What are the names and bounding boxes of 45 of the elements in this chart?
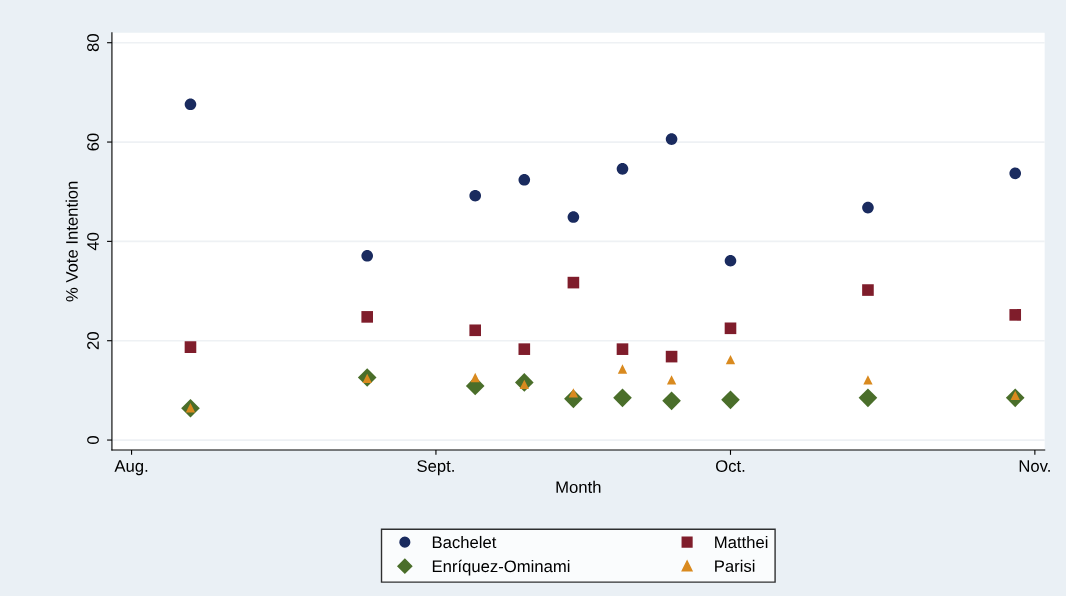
point <box>616 163 629 175</box>
x-tick-label: Sept. <box>417 460 454 476</box>
point <box>617 364 628 374</box>
point <box>666 375 677 385</box>
point <box>858 388 878 408</box>
point <box>518 173 531 186</box>
y-tick-label: 20 <box>87 332 99 350</box>
point <box>184 98 197 111</box>
legend-label: Parisi <box>715 559 755 573</box>
legend-label: Matthei <box>715 535 768 549</box>
point <box>361 249 374 262</box>
x-tick-label: Oct. <box>716 460 745 472</box>
point <box>725 354 736 365</box>
point <box>863 375 873 385</box>
point <box>470 372 480 383</box>
legend-label: Bachelet <box>432 535 497 549</box>
point <box>616 343 629 355</box>
point <box>724 322 737 335</box>
point <box>469 189 482 202</box>
x-tick-label: Aug. <box>114 460 148 476</box>
y-tick-label: 60 <box>87 133 99 151</box>
point <box>724 254 737 267</box>
point <box>568 388 579 398</box>
point <box>518 343 531 355</box>
point <box>567 276 580 289</box>
point <box>721 390 740 410</box>
point <box>665 133 678 145</box>
point <box>862 201 874 214</box>
point <box>1009 309 1022 321</box>
point <box>613 388 632 408</box>
legend-label: Enríquez-Ominami <box>432 559 570 576</box>
point <box>1009 167 1022 180</box>
y-tick-label: 80 <box>87 34 99 52</box>
point <box>361 311 374 323</box>
point <box>662 391 681 411</box>
point <box>469 324 482 337</box>
y-tick-label: 40 <box>87 232 99 251</box>
point <box>862 284 874 296</box>
x-tick-label: Nov. <box>1019 460 1050 472</box>
x-axis-title: Month <box>556 480 601 494</box>
point <box>567 211 580 223</box>
y-axis-title: % Vote Intention <box>65 181 78 302</box>
y-tick-label: 0 <box>87 436 99 445</box>
point <box>665 350 678 363</box>
point <box>184 341 197 353</box>
